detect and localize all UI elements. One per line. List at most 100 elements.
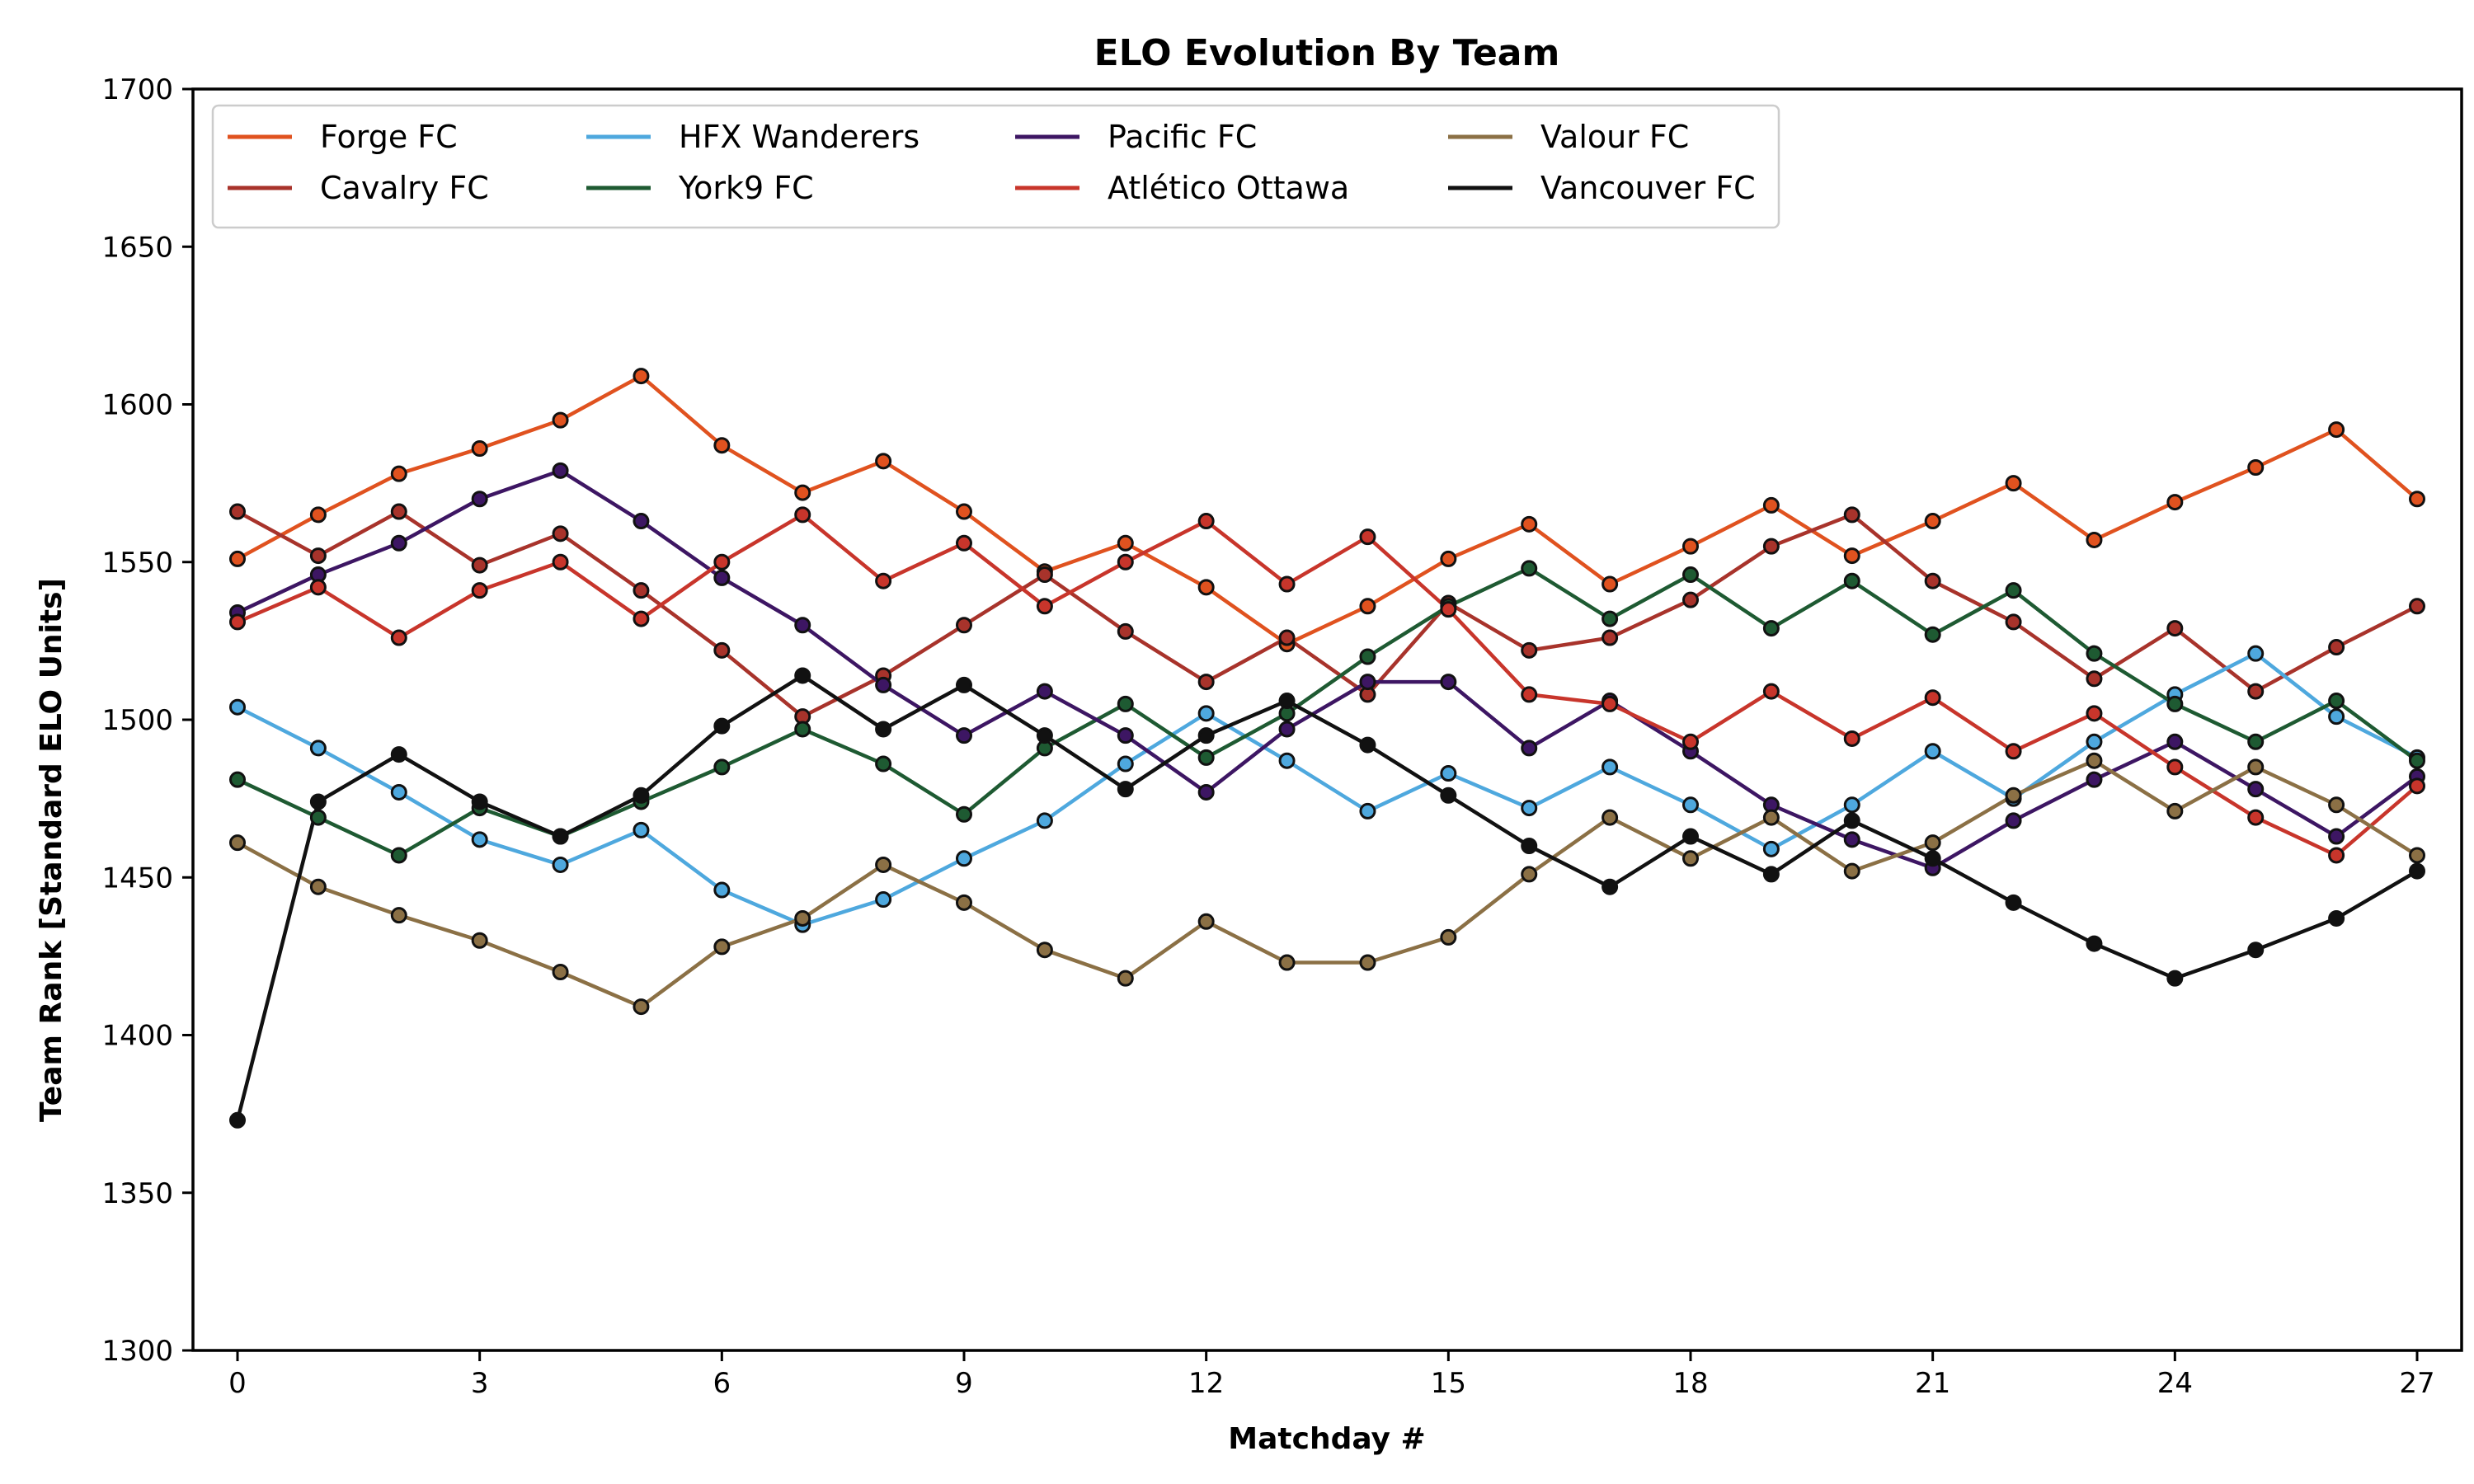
data-point	[956, 894, 972, 911]
data-point	[390, 907, 407, 924]
data-point	[1197, 727, 1215, 744]
data-point	[2409, 862, 2425, 880]
data-point	[552, 856, 569, 873]
data-point	[1521, 740, 1538, 757]
x-tick-label: 0	[228, 1367, 247, 1400]
data-point	[390, 629, 407, 646]
data-point	[2005, 894, 2022, 911]
data-point	[1843, 796, 1860, 814]
data-point	[1278, 693, 1296, 710]
data-point	[1521, 641, 1538, 659]
data-point	[1359, 648, 1376, 665]
data-point	[2328, 828, 2345, 845]
data-point	[1843, 812, 1860, 829]
data-point	[1924, 689, 1941, 707]
data-point	[390, 783, 407, 801]
legend: Forge FC Cavalry FC HFX Wanderers York9 FC P…	[211, 104, 1780, 229]
data-point	[2409, 847, 2425, 864]
y-tick-label: 1700	[101, 73, 173, 106]
data-point	[1682, 850, 1699, 867]
data-point	[390, 534, 407, 552]
data-point	[229, 1111, 246, 1129]
data-point	[1359, 598, 1376, 615]
data-point	[1521, 686, 1538, 703]
data-point	[1762, 620, 1780, 637]
data-point	[1843, 730, 1860, 747]
data-point	[2005, 787, 2022, 804]
data-point	[1924, 626, 1941, 643]
data-point	[229, 550, 246, 567]
data-point	[1924, 834, 1941, 852]
legend-label: York9 FC	[678, 170, 814, 206]
data-point	[1682, 828, 1699, 845]
plot-frame	[191, 87, 2463, 1352]
x-tick-label: 6	[713, 1367, 731, 1400]
data-point	[2328, 421, 2345, 439]
data-point	[1440, 674, 1457, 691]
x-tick-label: 21	[1915, 1367, 1950, 1400]
data-point	[2086, 670, 2103, 688]
data-point	[2005, 582, 2022, 599]
data-point	[552, 964, 569, 980]
data-point	[1359, 736, 1376, 754]
data-point	[1602, 758, 1619, 776]
data-point	[1440, 601, 1457, 618]
data-point	[1117, 695, 1134, 712]
data-point	[2247, 942, 2265, 959]
data-point	[552, 462, 569, 479]
data-point	[794, 506, 811, 524]
data-point	[390, 465, 407, 482]
data-point	[1359, 954, 1376, 971]
data-point	[1359, 802, 1376, 819]
data-point	[1197, 513, 1215, 530]
data-point	[2086, 771, 2103, 788]
data-point	[552, 828, 569, 845]
data-point	[2247, 645, 2265, 662]
legend-label: Vancouver FC	[1540, 170, 1756, 206]
data-point	[1762, 538, 1780, 555]
data-point	[956, 503, 972, 520]
data-point	[1197, 579, 1215, 596]
y-tick-label: 1500	[101, 704, 173, 737]
data-point	[2409, 752, 2425, 769]
data-point	[1682, 566, 1699, 584]
legend-label: Pacific FC	[1108, 119, 1257, 155]
series-line-0	[236, 373, 2419, 646]
data-point	[1278, 954, 1296, 971]
data-point	[1440, 550, 1457, 567]
data-point	[552, 411, 569, 429]
data-point	[1036, 598, 1053, 615]
series-line-5	[237, 513, 2419, 857]
data-point	[2086, 752, 2103, 769]
data-point	[2328, 796, 2345, 814]
data-point	[2247, 809, 2265, 826]
data-point	[229, 698, 246, 716]
data-point	[1036, 566, 1053, 584]
data-point	[1197, 674, 1215, 691]
data-point	[713, 938, 731, 956]
data-point	[2328, 693, 2345, 710]
legend-label: Valour FC	[1540, 119, 1689, 155]
data-point	[390, 847, 407, 864]
data-point	[1117, 622, 1134, 640]
data-point	[1924, 513, 1941, 530]
data-point	[956, 617, 972, 634]
data-point	[471, 932, 488, 949]
data-point	[713, 717, 731, 735]
data-point	[713, 553, 731, 571]
data-point	[1117, 970, 1134, 987]
y-tick-label: 1650	[101, 231, 173, 264]
data-point	[1278, 629, 1296, 646]
data-point	[2086, 733, 2103, 750]
data-point	[633, 787, 650, 804]
data-point	[309, 547, 327, 565]
axis-ticks: 0 3 6 9 12 15 18 21 24 27 1300 1350 1400 1450 1500 1550…	[101, 73, 2434, 1400]
data-point	[713, 437, 731, 454]
data-point	[1602, 809, 1619, 826]
data-point	[2166, 733, 2184, 750]
data-point	[1682, 538, 1699, 555]
data-point	[471, 440, 488, 458]
data-point	[471, 582, 488, 599]
data-point	[309, 740, 327, 757]
